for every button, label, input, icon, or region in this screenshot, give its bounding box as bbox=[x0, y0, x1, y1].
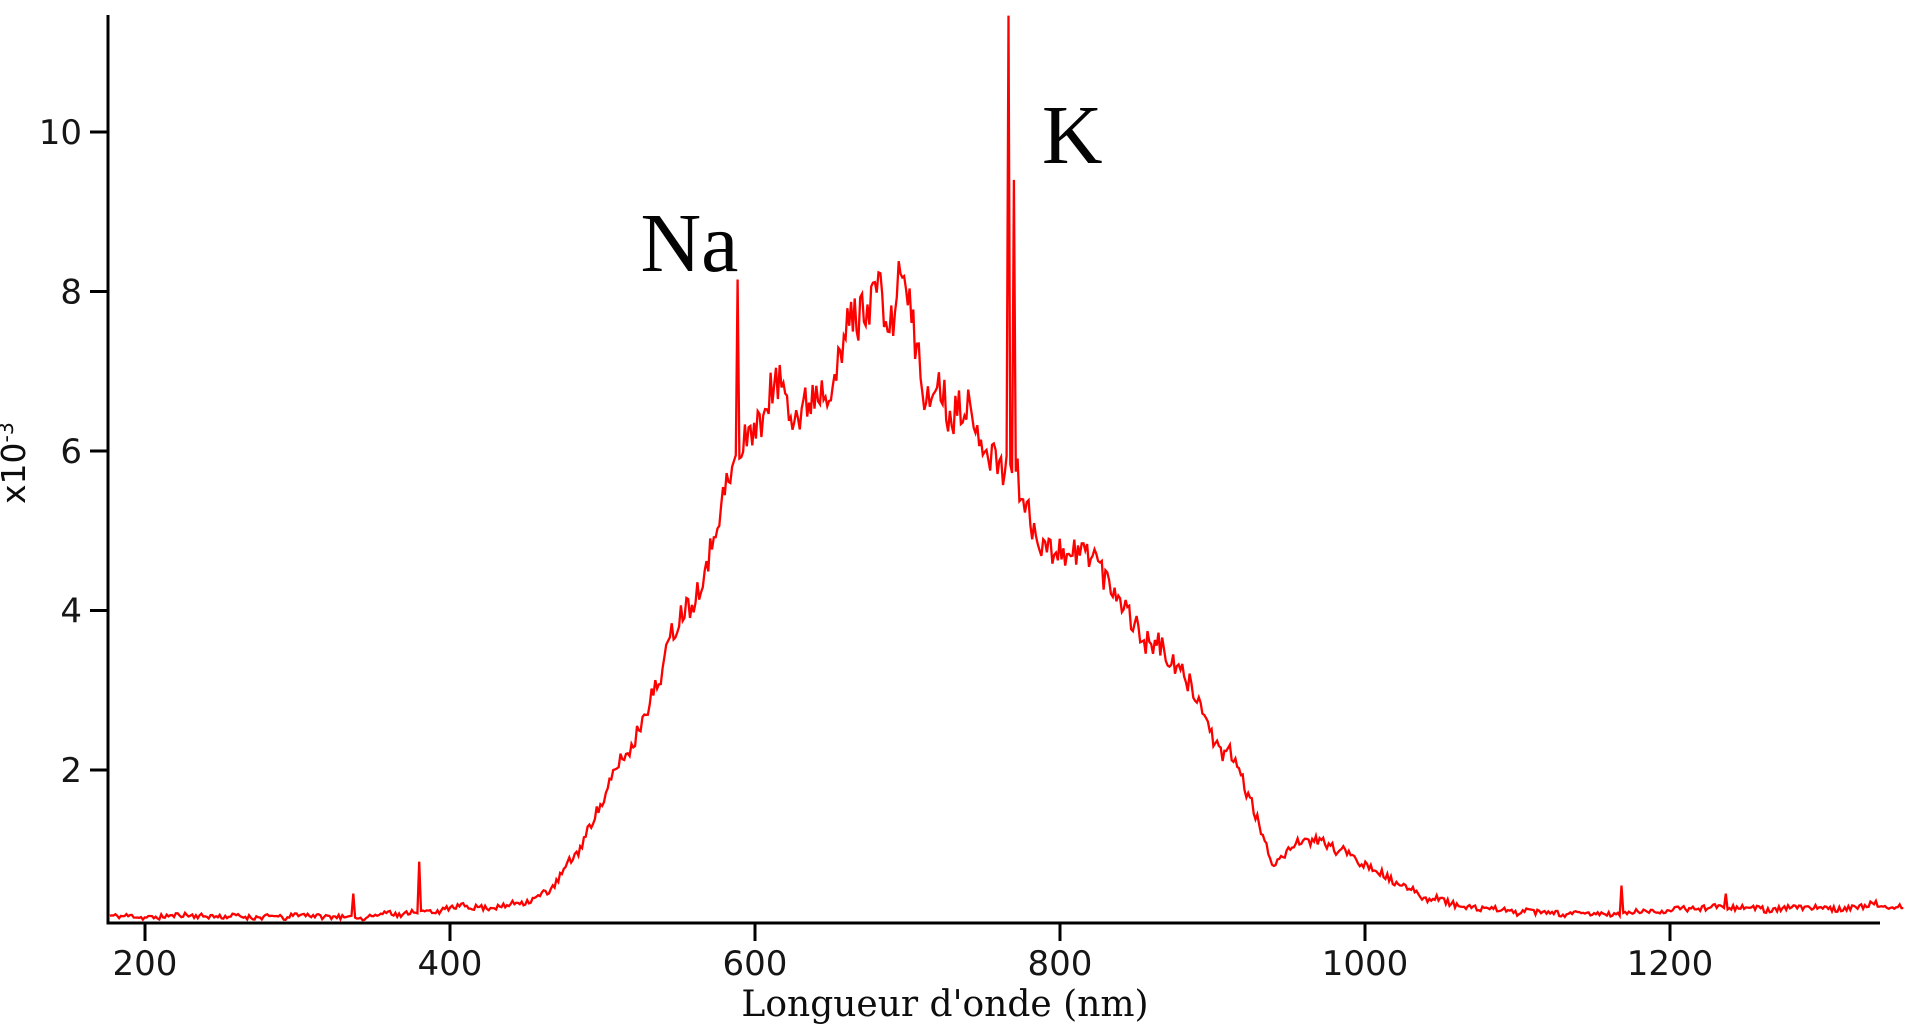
axes bbox=[106, 15, 1880, 925]
x-tick-label: 400 bbox=[418, 944, 483, 984]
spectrum-trace bbox=[109, 15, 1904, 923]
y-tick-label: 4 bbox=[60, 592, 82, 632]
y-tick-label: 10 bbox=[39, 113, 82, 153]
x-tick-label: 1000 bbox=[1322, 944, 1409, 984]
y-tick-label: 2 bbox=[60, 751, 82, 791]
y-axis-label-mantissa: x10 bbox=[0, 442, 33, 504]
x-tick-label: 800 bbox=[1028, 944, 1093, 984]
x-tick-label: 1200 bbox=[1627, 944, 1714, 984]
x-tick-label: 200 bbox=[113, 944, 178, 984]
x-axis-label: Longueur d'onde (nm) bbox=[741, 984, 1149, 1025]
y-axis-label-exponent: -3 bbox=[0, 422, 18, 443]
annotation-K: K bbox=[1041, 88, 1103, 182]
y-tick-label: 8 bbox=[60, 273, 82, 313]
y-axis-label: x10-3 bbox=[0, 388, 36, 538]
annotation-Na: Na bbox=[640, 196, 739, 290]
x-tick-label: 600 bbox=[723, 944, 788, 984]
y-tick-label: 6 bbox=[60, 432, 82, 472]
